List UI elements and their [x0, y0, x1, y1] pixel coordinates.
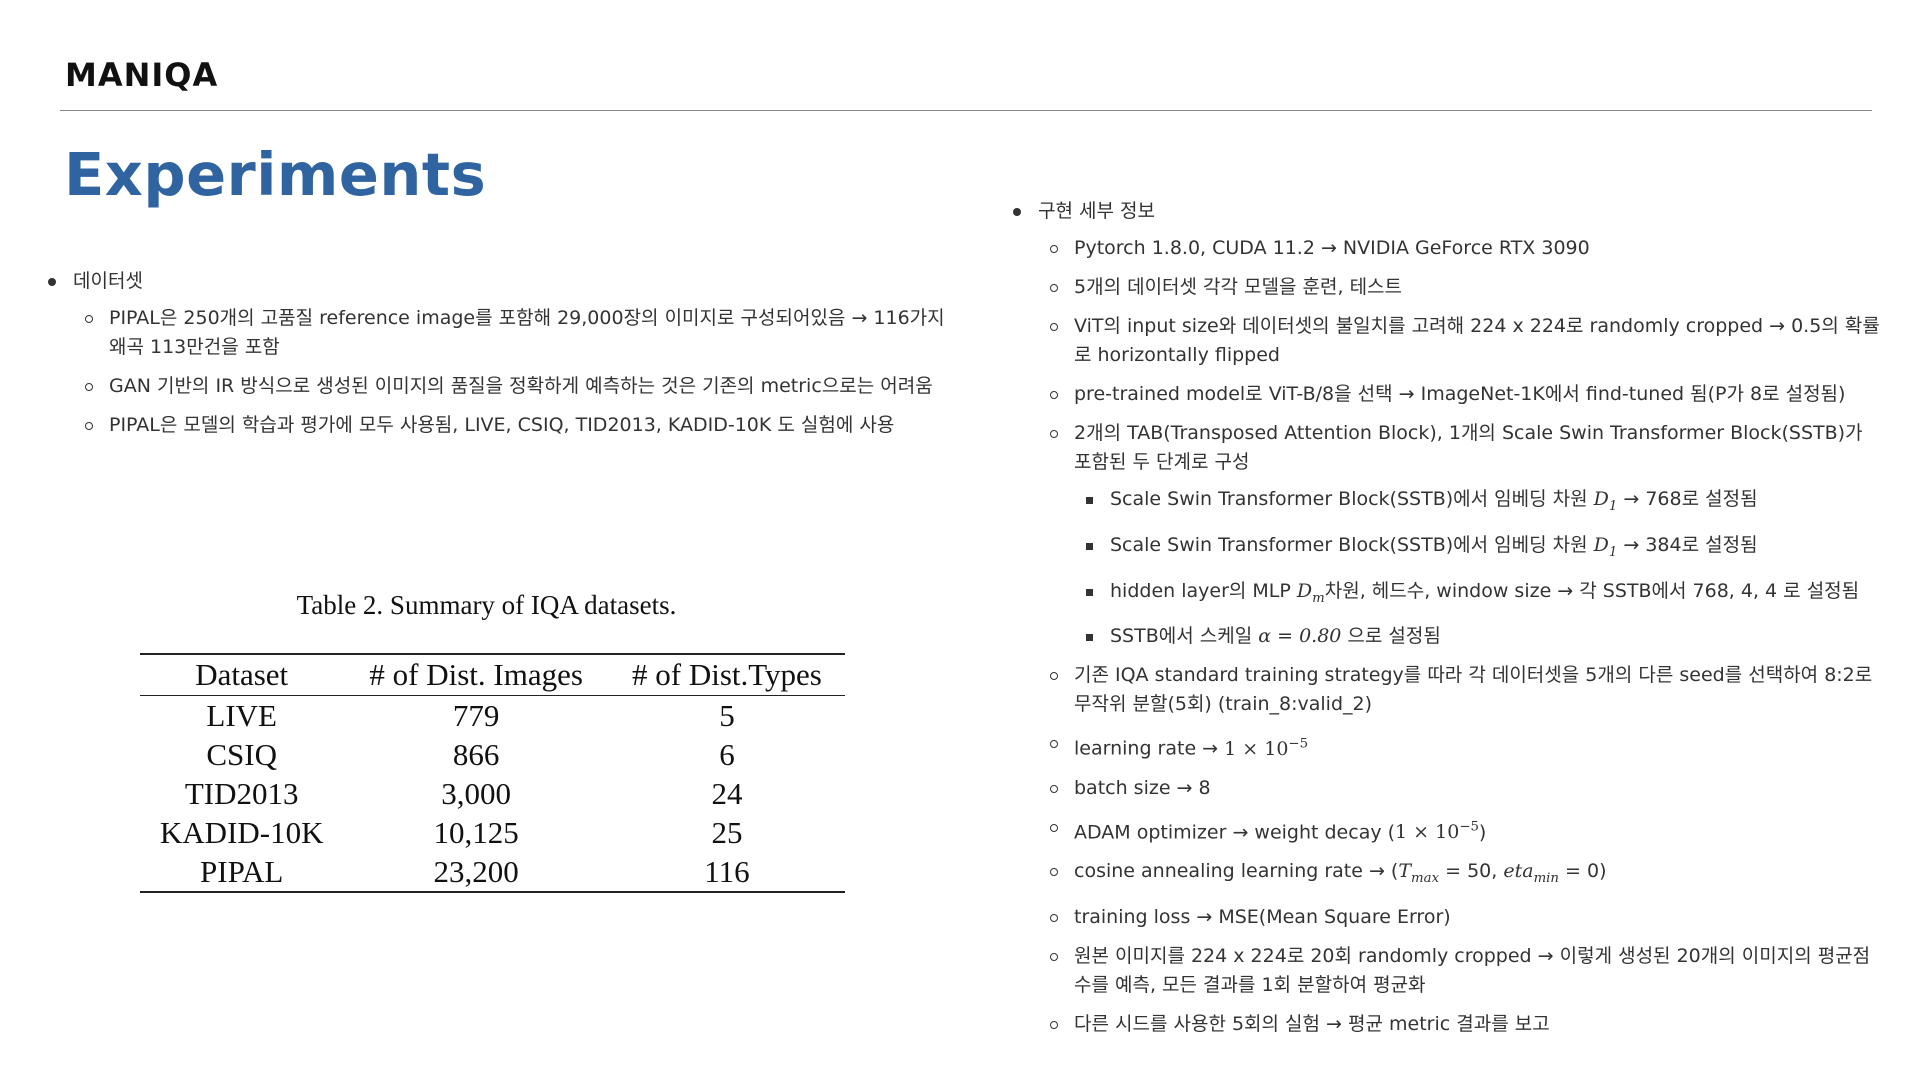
- list-item: learning rate → 1 × 10−5: [1038, 729, 1880, 763]
- math-symbol: 1 × 10−5: [1224, 736, 1309, 760]
- math-base: 1 × 10: [1224, 737, 1289, 760]
- table-row: KADID-10K 10,125 25: [140, 813, 845, 852]
- math-symbol: etamin: [1503, 860, 1559, 886]
- table-cell: 25: [711, 814, 743, 850]
- table-cell: PIPAL: [200, 853, 284, 889]
- math-sub: 1: [1608, 544, 1618, 560]
- list-item: ADAM optimizer → weight decay (1 × 10−5): [1038, 813, 1880, 847]
- table-cell: TID2013: [184, 775, 299, 811]
- page-title: Experiments: [64, 140, 487, 209]
- list-item: 원본 이미지를 224 x 224로 20회 randomly cropped …: [1038, 942, 1880, 1000]
- list-item: Scale Swin Transformer Block(SSTB)에서 임베딩…: [1074, 485, 1880, 521]
- math-var: D: [1296, 579, 1313, 602]
- table-header-row: Dataset # of Dist. Images # of Dist.Type…: [140, 654, 845, 696]
- header-divider: [60, 110, 1872, 111]
- dataset-sublist: PIPAL은 250개의 고품질 reference image를 포함해 29…: [73, 304, 945, 440]
- table-cell: CSIQ: [206, 736, 278, 772]
- list-item-text: 으로 설정됨: [1341, 625, 1441, 648]
- stage-sublist: Scale Swin Transformer Block(SSTB)에서 임베딩…: [1074, 485, 1880, 651]
- math-exponent: −5: [1288, 736, 1309, 752]
- iqa-table-block: Table 2. Summary of IQA datasets. Datase…: [140, 590, 845, 893]
- table-cell: 10,125: [433, 814, 519, 850]
- list-item-text: 2개의 TAB(Transposed Attention Block), 1개의…: [1074, 422, 1863, 473]
- list-item: pre-trained model로 ViT-B/8을 선택 → ImageNe…: [1038, 380, 1880, 409]
- list-item-text: → 768로 설정됨: [1617, 488, 1758, 510]
- math-sub: m: [1312, 590, 1325, 606]
- list-item-text: cosine annealing learning rate → (: [1074, 860, 1399, 883]
- list-item: 5개의 데이터셋 각각 모델을 훈련, 테스트: [1038, 273, 1880, 302]
- dataset-bullet: 데이터셋 PIPAL은 250개의 고품질 reference image를 포…: [45, 266, 945, 440]
- list-item: hidden layer의 MLP Dm차원, 헤드수, window size…: [1074, 577, 1880, 613]
- list-item: Pytorch 1.8.0, CUDA 11.2 → NVIDIA GeForc…: [1038, 234, 1880, 263]
- math-symbol: Tmax: [1398, 860, 1439, 886]
- table-row: PIPAL 23,200 116: [140, 852, 845, 892]
- list-item: Scale Swin Transformer Block(SSTB)에서 임베딩…: [1074, 531, 1880, 567]
- list-item: cosine annealing learning rate → (Tmax =…: [1038, 857, 1880, 893]
- list-item: PIPAL은 모델의 학습과 평가에 모두 사용됨, LIVE, CSIQ, T…: [73, 411, 945, 440]
- iqa-datasets-table: Dataset # of Dist. Images # of Dist.Type…: [140, 653, 845, 893]
- table-cell: 6: [719, 736, 735, 772]
- table-cell: 116: [704, 853, 750, 889]
- math-var: D: [1593, 488, 1609, 510]
- table-header-cell: Dataset: [195, 657, 289, 692]
- list-item: SSTB에서 스케일 α = 0.80 으로 설정됨: [1074, 622, 1880, 651]
- list-item: GAN 기반의 IR 방식으로 생성된 이미지의 품질을 정확하게 예측하는 것…: [73, 372, 945, 401]
- list-item-text: = 50,: [1439, 860, 1504, 883]
- table-row: TID2013 3,000 24: [140, 774, 845, 813]
- math-var: eta: [1503, 860, 1534, 883]
- list-item: batch size → 8: [1038, 774, 1880, 803]
- math-exponent: −5: [1459, 819, 1479, 835]
- implementation-heading: 구현 세부 정보: [1038, 200, 1155, 222]
- math-symbol: α = 0.80: [1258, 625, 1342, 648]
- dataset-list: 데이터셋 PIPAL은 250개의 고품질 reference image를 포…: [45, 266, 945, 440]
- table-cell: KADID-10K: [159, 814, 324, 850]
- list-item-text: Scale Swin Transformer Block(SSTB)에서 임베딩…: [1110, 533, 1588, 556]
- math-base: 1 × 10: [1395, 821, 1460, 844]
- list-item: 2개의 TAB(Transposed Attention Block), 1개의…: [1038, 419, 1880, 651]
- math-var: D: [1593, 533, 1609, 556]
- math-var: T: [1398, 860, 1412, 883]
- table-cell: 5: [719, 697, 735, 733]
- list-item-text: ADAM optimizer → weight decay (: [1074, 821, 1396, 844]
- list-item: training loss → MSE(Mean Square Error): [1038, 903, 1880, 932]
- table-caption: Table 2. Summary of IQA datasets.: [296, 590, 677, 620]
- list-item-text: hidden layer의 MLP: [1110, 579, 1297, 602]
- math-sub: 1: [1608, 498, 1618, 514]
- list-item: PIPAL은 250개의 고품질 reference image를 포함해 29…: [73, 304, 945, 362]
- math-sub: min: [1533, 870, 1559, 886]
- list-item: ViT의 input size와 데이터셋의 불일치를 고려해 224 x 22…: [1038, 312, 1880, 370]
- math-symbol: D1: [1593, 488, 1618, 514]
- table-cell: 24: [711, 775, 743, 811]
- list-item-text: ): [1478, 821, 1487, 844]
- brand-title: MANIQA: [65, 56, 219, 94]
- list-item-text: Scale Swin Transformer Block(SSTB)에서 임베딩…: [1110, 488, 1588, 510]
- math-symbol: 1 × 10−5: [1395, 819, 1479, 844]
- dataset-heading: 데이터셋: [73, 270, 143, 292]
- list-item: 기존 IQA standard training strategy를 따라 각 …: [1038, 661, 1880, 719]
- math-symbol: D1: [1593, 533, 1618, 560]
- list-item-text: SSTB에서 스케일: [1110, 625, 1253, 648]
- table-cell: 866: [452, 736, 500, 772]
- table-header-cell: # of Dist.Types: [632, 657, 822, 692]
- math-sub: max: [1411, 870, 1440, 886]
- table-row: CSIQ 866 6: [140, 735, 845, 774]
- implementation-bullet: 구현 세부 정보 Pytorch 1.8.0, CUDA 11.2 → NVID…: [1010, 196, 1880, 1039]
- list-item-text: = 0): [1559, 860, 1607, 883]
- list-item-text: learning rate →: [1074, 737, 1225, 760]
- list-item: 다른 시드를 사용한 5회의 실험 → 평균 metric 결과를 보고: [1038, 1010, 1880, 1039]
- table-cell: 23,200: [433, 853, 519, 889]
- implementation-list: 구현 세부 정보 Pytorch 1.8.0, CUDA 11.2 → NVID…: [1010, 196, 1880, 1039]
- math-symbol: Dm: [1296, 579, 1325, 606]
- list-item-text: 차원, 헤드수, window size → 각 SSTB에서 768, 4, …: [1324, 579, 1860, 602]
- table-header-cell: # of Dist. Images: [369, 657, 583, 692]
- dataset-section: 데이터셋 PIPAL은 250개의 고품질 reference image를 포…: [45, 266, 945, 450]
- table-cell: 3,000: [441, 775, 512, 811]
- implementation-section: 구현 세부 정보 Pytorch 1.8.0, CUDA 11.2 → NVID…: [1010, 196, 1880, 1049]
- list-item-text: → 384로 설정됨: [1617, 533, 1758, 556]
- table-cell: 779: [452, 697, 500, 733]
- table-row: LIVE 779 5: [140, 696, 845, 736]
- implementation-sublist: Pytorch 1.8.0, CUDA 11.2 → NVIDIA GeForc…: [1038, 234, 1880, 1039]
- table-cell: LIVE: [206, 697, 277, 733]
